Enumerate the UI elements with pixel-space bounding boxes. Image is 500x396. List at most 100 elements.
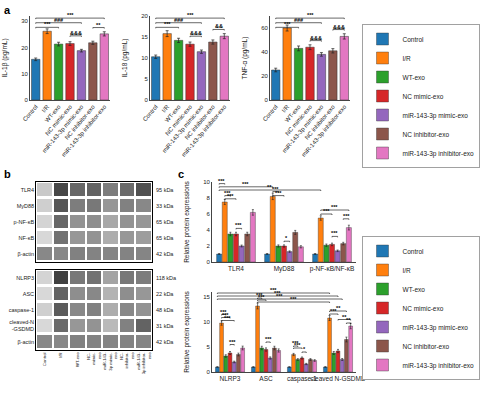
svg-text:I/R: I/R (403, 267, 412, 274)
svg-text:2: 2 (207, 243, 211, 249)
svg-text:NC inhibitor-exo: NC inhibitor-exo (64, 103, 97, 140)
svg-text:Control: Control (42, 352, 47, 366)
svg-text:0: 0 (207, 259, 211, 265)
svg-text:TLR4: TLR4 (228, 265, 244, 272)
svg-text:p-NF-κB: p-NF-κB (14, 219, 35, 225)
svg-text:NC inhibitor-exo: NC inhibitor-exo (403, 343, 450, 350)
svg-text:***: *** (220, 309, 227, 315)
svg-text:**: ** (96, 22, 101, 28)
svg-text:***: *** (270, 287, 277, 293)
svg-text:65 kDa: 65 kDa (156, 219, 174, 225)
svg-text:***: *** (331, 230, 338, 236)
svg-text:IL-18 (pg/mL): IL-18 (pg/mL) (121, 38, 129, 77)
svg-text:***: *** (222, 312, 229, 318)
svg-text:***: *** (272, 186, 279, 192)
svg-text:***: *** (323, 208, 330, 214)
svg-text:WT-exo: WT-exo (75, 352, 80, 367)
svg-text:48 kDa: 48 kDa (156, 307, 174, 313)
svg-text:10: 10 (203, 319, 210, 325)
svg-text:NC mimic-exo: NC mimic-exo (284, 103, 313, 136)
svg-text:10: 10 (203, 179, 210, 185)
svg-text:**: ** (336, 305, 341, 311)
svg-text:IL-1β (pg/mL): IL-1β (pg/mL) (1, 38, 9, 77)
svg-text:0: 0 (207, 369, 211, 375)
svg-text:31 kDa: 31 kDa (156, 323, 174, 329)
svg-text:**: ** (267, 184, 272, 190)
svg-text:15: 15 (141, 34, 148, 40)
svg-text:miR-143-3p inhibitor-exo: miR-143-3p inhibitor-exo (136, 352, 152, 375)
svg-text:I/R: I/R (41, 103, 51, 113)
svg-text:I/R: I/R (161, 103, 171, 113)
svg-text:WT-exo: WT-exo (284, 103, 302, 123)
svg-text:***: *** (292, 340, 299, 346)
svg-text:***: *** (290, 296, 297, 302)
svg-text:***: *** (242, 181, 249, 187)
svg-text:***: *** (256, 292, 263, 298)
svg-text:Control: Control (403, 248, 425, 255)
svg-text:20: 20 (21, 45, 28, 51)
svg-text:8: 8 (207, 195, 211, 201)
svg-text:NC-mimic-exo: NC-mimic-exo (86, 352, 102, 365)
svg-text:0: 0 (265, 97, 269, 103)
svg-text:NC inhibitor-exo: NC inhibitor-exo (184, 103, 217, 140)
svg-text:***: *** (224, 190, 231, 196)
svg-text:Control: Control (262, 104, 279, 123)
svg-text:β-actin: β-actin (17, 251, 34, 257)
svg-text:**: ** (342, 314, 347, 320)
svg-text:***: *** (330, 308, 337, 314)
svg-text:p-NF-κB/NF-κB: p-NF-κB/NF-κB (310, 265, 354, 273)
svg-text:TLR4: TLR4 (21, 187, 34, 193)
svg-text:***: *** (67, 12, 74, 18)
svg-text:Relative protein expressions: Relative protein expressions (183, 180, 191, 262)
svg-text:NC mimic-exo: NC mimic-exo (164, 103, 193, 136)
svg-text:WT-exo: WT-exo (164, 103, 182, 123)
svg-text:***: *** (275, 190, 282, 196)
svg-text:###: ### (54, 17, 63, 23)
svg-text:***: *** (274, 290, 281, 296)
svg-text:***: *** (294, 342, 301, 348)
svg-text:***: *** (164, 21, 171, 27)
svg-text:I/R: I/R (403, 55, 412, 62)
svg-text:WT-exo: WT-exo (403, 74, 426, 81)
svg-text:NLRP3: NLRP3 (16, 275, 34, 281)
svg-text:***: *** (265, 336, 272, 342)
svg-text:10: 10 (141, 55, 148, 61)
svg-text:cleaved N-GSDMD: cleaved N-GSDMD (310, 375, 366, 382)
svg-text:33 kDa: 33 kDa (156, 203, 174, 209)
svg-text:***: *** (44, 21, 51, 27)
svg-text:15: 15 (203, 294, 210, 300)
svg-text:miR-143-3p inhibitor-exo: miR-143-3p inhibitor-exo (61, 103, 108, 158)
svg-text:β-actin: β-actin (17, 339, 34, 345)
svg-text:42 kDa: 42 kDa (156, 339, 174, 345)
svg-text:miR-143-3p mimic-exo: miR-143-3p mimic-exo (161, 103, 205, 154)
svg-text:20: 20 (261, 73, 268, 79)
svg-text:Control: Control (142, 104, 159, 123)
svg-text:60: 60 (261, 25, 268, 31)
svg-text:***: *** (229, 339, 236, 345)
svg-text:TNF-α (pg/mL): TNF-α (pg/mL) (241, 37, 249, 80)
svg-text:miR-143-3p mimic-exo: miR-143-3p mimic-exo (102, 352, 118, 371)
svg-text:***: *** (331, 204, 338, 210)
svg-text:miR-143-3p mimic-exo: miR-143-3p mimic-exo (403, 112, 469, 120)
svg-text:miR-143-3p inhibitor-exo: miR-143-3p inhibitor-exo (301, 103, 348, 158)
svg-text:***: *** (224, 315, 231, 321)
svg-text:**: ** (346, 317, 351, 323)
svg-text:20: 20 (141, 13, 148, 19)
svg-text:caspase-1: caspase-1 (9, 307, 34, 313)
svg-text:5: 5 (145, 76, 149, 82)
svg-text:***: *** (218, 178, 225, 184)
svg-text:&&&: &&& (310, 35, 322, 41)
svg-text:NC-inhibitor-exo: NC-inhibitor-exo (119, 352, 135, 369)
svg-text:MyD88: MyD88 (274, 265, 295, 273)
svg-text:***: *** (258, 294, 265, 300)
svg-text:miR-143-3p mimic-exo: miR-143-3p mimic-exo (41, 103, 85, 154)
svg-text:4: 4 (207, 227, 211, 233)
svg-text:***: *** (187, 12, 194, 18)
svg-text:###: ### (174, 17, 183, 23)
svg-text:I/R: I/R (281, 103, 291, 113)
svg-text:*: * (303, 346, 306, 352)
svg-text:###: ### (294, 17, 303, 23)
svg-text:NF-κB: NF-κB (19, 235, 35, 241)
svg-text:NC mimic-exo: NC mimic-exo (403, 305, 444, 312)
svg-text:42 kDa: 42 kDa (156, 251, 174, 257)
